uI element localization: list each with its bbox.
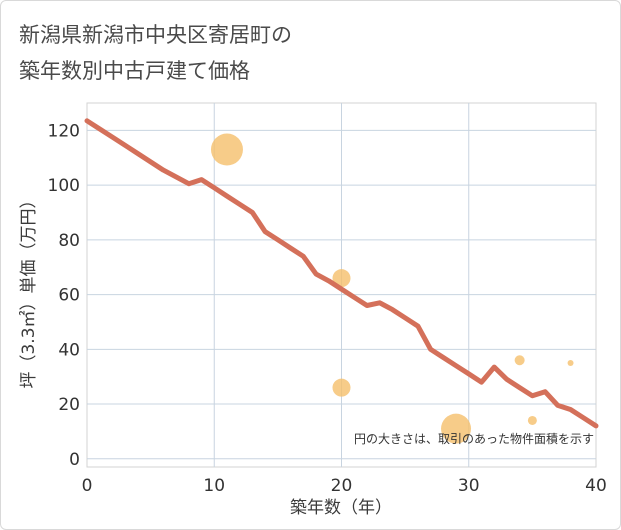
y-tick-label: 0 — [69, 450, 80, 470]
transaction-bubble — [441, 413, 472, 444]
chart-title-line-2: 築年数別中古戸建て価格 — [19, 59, 250, 83]
y-tick-label: 100 — [48, 176, 80, 196]
x-tick-label: 20 — [331, 476, 353, 496]
transaction-bubble — [332, 269, 351, 288]
y-axis-label: 坪（3.3㎡）単価（万円） — [19, 191, 39, 388]
y-tick-label: 20 — [58, 395, 80, 415]
x-axis-label: 築年数（年） — [290, 498, 392, 518]
x-tick-label: 0 — [82, 476, 93, 496]
transaction-bubble — [514, 355, 525, 366]
transaction-bubble — [567, 360, 574, 366]
chart-title-line-1: 新潟県新潟市中央区寄居町の — [19, 23, 292, 47]
x-tick-label: 40 — [585, 476, 607, 496]
transaction-bubble — [527, 415, 537, 425]
y-tick-label: 40 — [58, 340, 80, 360]
bubble-layer — [210, 133, 574, 444]
transaction-bubble — [332, 378, 351, 397]
x-tick-label: 10 — [203, 476, 225, 496]
chart-title: 新潟県新潟市中央区寄居町の 築年数別中古戸建て価格 — [19, 17, 292, 89]
x-tick-label: 30 — [458, 476, 480, 496]
bubble-size-note: 円の大きさは、取引のあった物件面積を示す — [354, 431, 594, 446]
price-trend-line — [84, 118, 599, 429]
transaction-bubble — [210, 133, 243, 166]
y-tick-label: 120 — [48, 121, 80, 141]
y-tick-label: 60 — [58, 286, 80, 306]
trend-layer — [84, 118, 599, 429]
y-tick-label: 80 — [58, 231, 80, 251]
tick-labels: 0 20 40 60 80 100 120 0 10 20 30 40 — [48, 121, 607, 496]
